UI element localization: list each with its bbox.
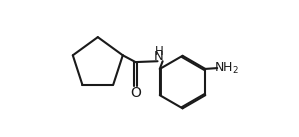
Text: H: H xyxy=(155,45,164,58)
Text: N: N xyxy=(153,51,163,63)
Text: NH$_2$: NH$_2$ xyxy=(214,61,239,76)
Text: O: O xyxy=(130,86,141,100)
